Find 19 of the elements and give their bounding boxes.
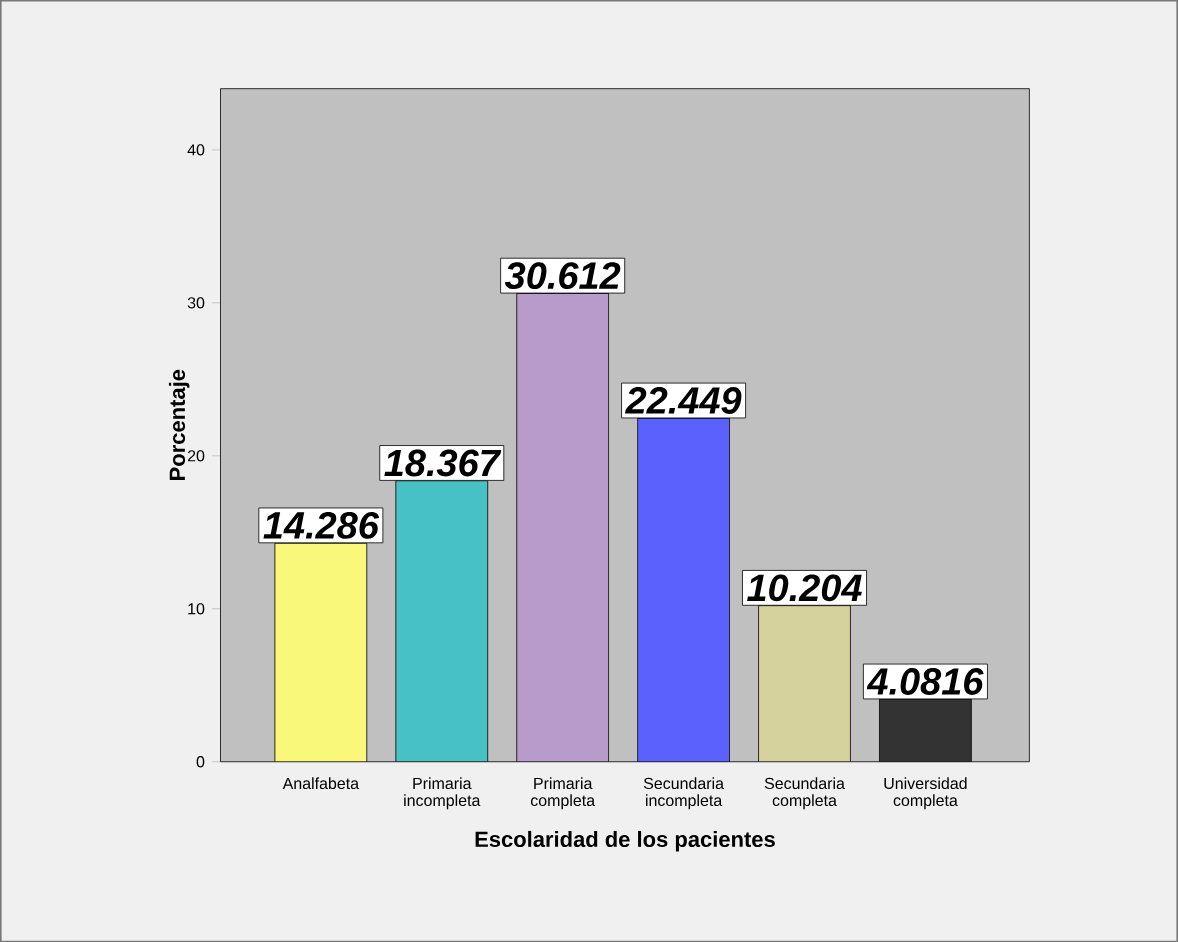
y-axis-title: Porcentaje <box>168 369 190 480</box>
data-label: 22.449 <box>624 386 742 414</box>
x-tick-label: Secundaria completa <box>764 777 845 810</box>
x-tick-label: Primaria completa <box>530 777 596 810</box>
data-label: 4.0816 <box>866 667 984 695</box>
y-tick-label: 40 <box>187 144 205 156</box>
y-tick-label: 0 <box>196 755 205 768</box>
x-tick-label: Analfabeta <box>282 777 360 789</box>
y-tick-label: 30 <box>187 297 205 309</box>
x-axis-title: Escolaridad de los pacientes <box>475 830 775 852</box>
data-label: 30.612 <box>504 262 621 289</box>
data-label: 10.204 <box>747 574 862 602</box>
y-tick-label: 20 <box>187 450 205 462</box>
data-label: 18.367 <box>384 449 502 477</box>
x-tick-label: Primaria incompleta <box>404 777 481 810</box>
x-tick-label: Secundaria incompleta <box>643 777 725 810</box>
data-label: 14.286 <box>263 511 380 539</box>
x-tick-label: Universidad completa <box>884 777 967 810</box>
y-tick-label: 10 <box>188 602 205 615</box>
